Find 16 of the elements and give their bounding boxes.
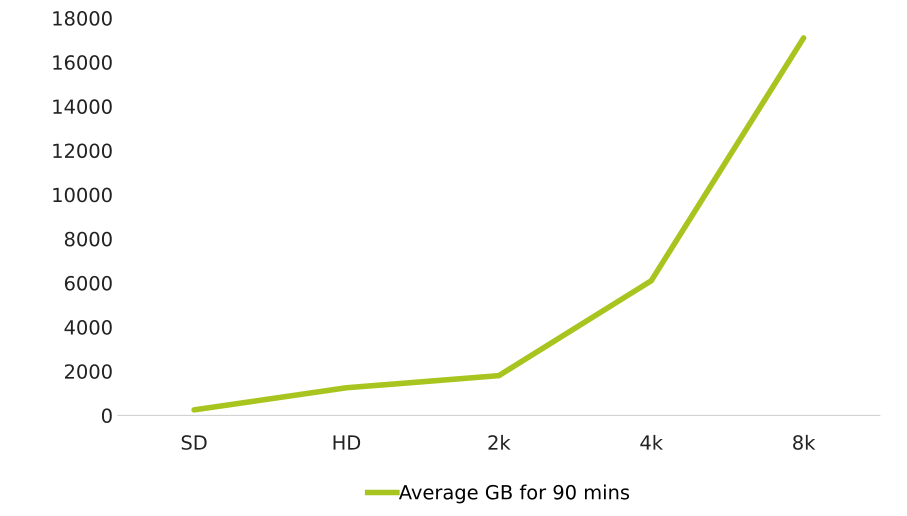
y-tick-label: 10000 — [53, 188, 112, 202]
y-tick-label: 6000 — [64, 276, 112, 291]
y-tick-label: 14000 — [53, 99, 112, 114]
x-tick-label: 8k — [793, 434, 816, 450]
y-tick-label: 12000 — [53, 143, 112, 158]
y-tick-label: 0 — [102, 408, 112, 424]
y-tick-label: 18000 — [53, 11, 112, 26]
x-tick-label: HD — [334, 435, 360, 450]
x-tick-label: 4k — [640, 434, 663, 450]
y-tick-label: 2000 — [64, 364, 112, 379]
y-tick-label: 4000 — [64, 320, 112, 335]
x-tick-label: SD — [182, 435, 207, 450]
y-tick-label: 16000 — [53, 55, 112, 70]
y-tick-label: 8000 — [64, 232, 112, 246]
x-tick-label: 2k — [488, 434, 511, 450]
legend-label: Average GB for 90 mins — [398, 484, 630, 504]
